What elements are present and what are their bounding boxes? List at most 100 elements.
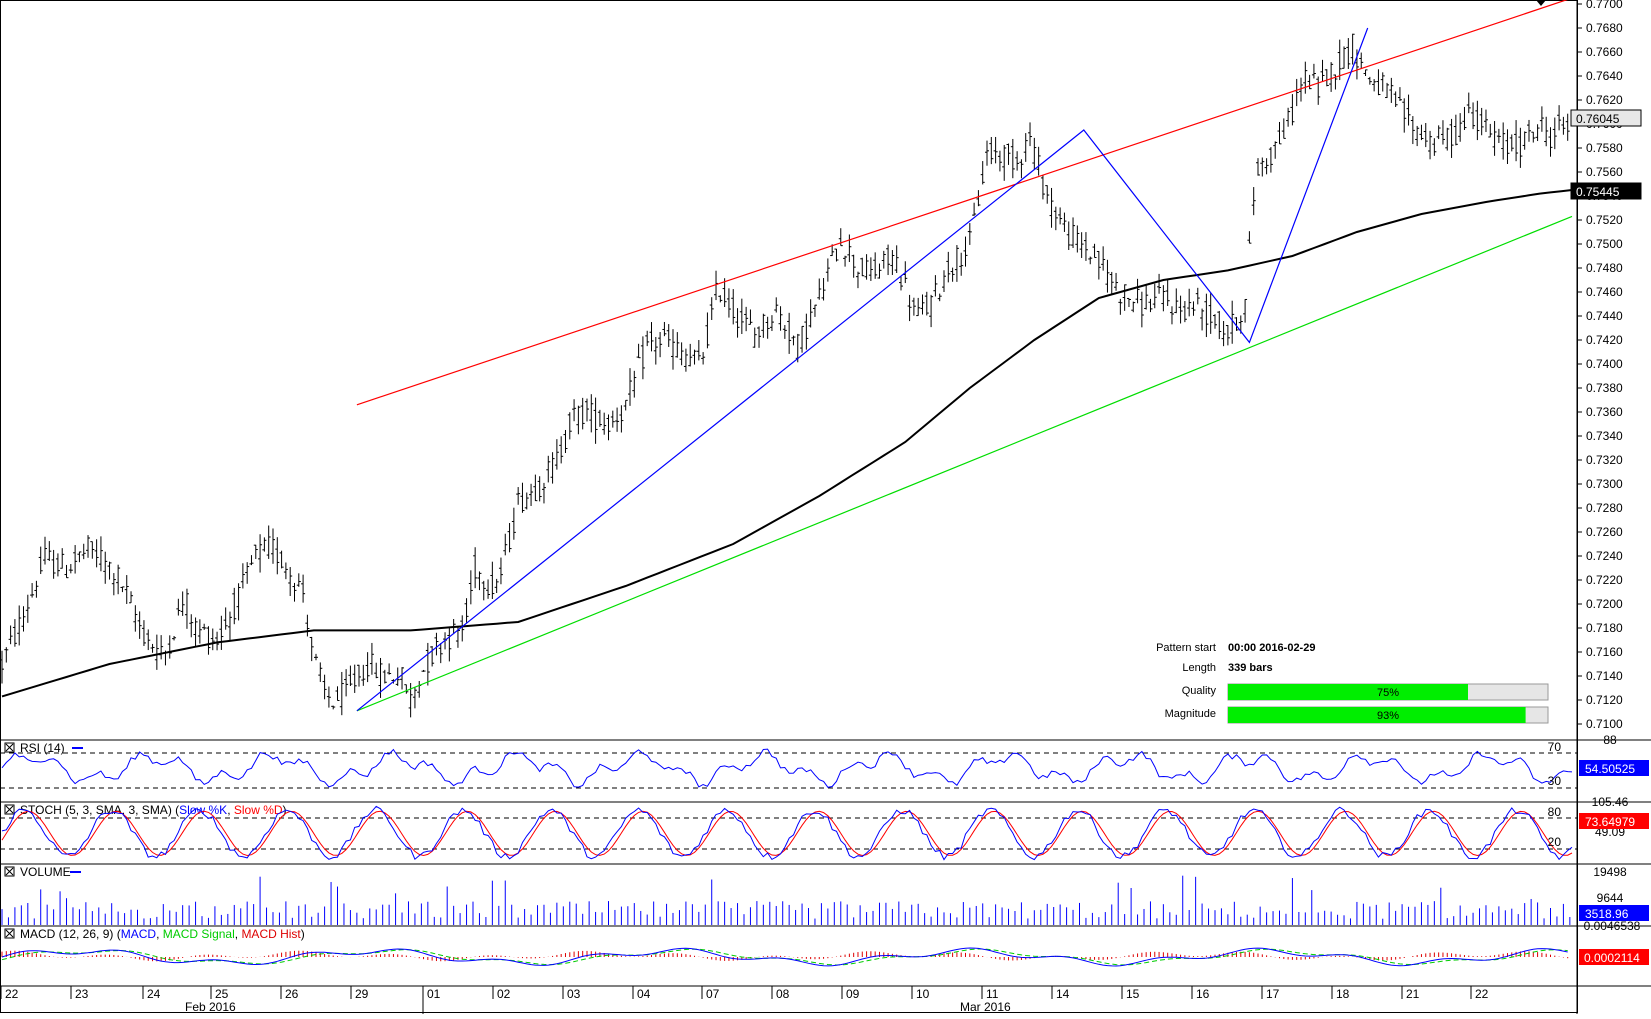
stoch-k-line bbox=[1, 805, 1573, 861]
ohlc-bar bbox=[129, 591, 134, 604]
price-tick-label: 0.7360 bbox=[1586, 405, 1623, 419]
sma-value-text: 0.75445 bbox=[1576, 185, 1620, 199]
price-tick-label: 0.7180 bbox=[1586, 621, 1623, 635]
ohlc-bar bbox=[1367, 76, 1372, 85]
price-tick-label: 0.7380 bbox=[1586, 381, 1623, 395]
ohlc-bar bbox=[1346, 38, 1351, 69]
ohlc-bar bbox=[94, 539, 99, 568]
ohlc-bar bbox=[1535, 124, 1540, 142]
ohlc-bar bbox=[821, 278, 826, 301]
ohlc-bar bbox=[210, 628, 215, 651]
ohlc-bar bbox=[942, 270, 946, 293]
ohlc-bar bbox=[1109, 271, 1114, 295]
ohlc-bar bbox=[1135, 278, 1140, 304]
pattern-legs-line bbox=[356, 27, 1369, 712]
volume-value-badge bbox=[1579, 905, 1649, 921]
scroll-marker-icon[interactable] bbox=[1536, 0, 1546, 6]
ohlc-bar bbox=[817, 278, 822, 300]
stoch-title-line: STOCH (5, 3, SMA, 3, SMA) (Slow %K, Slow… bbox=[20, 803, 287, 817]
price-tick-label: 0.7220 bbox=[1586, 573, 1623, 587]
ohlc-bar bbox=[1019, 159, 1024, 179]
ohlc-bar bbox=[696, 340, 701, 361]
ohlc-bar bbox=[967, 223, 972, 245]
ohlc-bar bbox=[701, 352, 706, 365]
day-label: 22 bbox=[1475, 987, 1489, 1001]
price-tick-label: 0.7400 bbox=[1586, 357, 1623, 371]
ohlc-bar bbox=[1122, 284, 1127, 311]
ohlc-bar bbox=[1088, 256, 1093, 265]
ohlc-bar bbox=[249, 555, 254, 566]
ohlc-bar bbox=[1243, 298, 1248, 323]
ohlc-bar bbox=[77, 551, 82, 563]
price-tick-label: 0.7480 bbox=[1586, 261, 1623, 275]
ohlc-bar bbox=[1071, 217, 1076, 248]
day-label: 17 bbox=[1266, 987, 1280, 1001]
ohlc-bar bbox=[1522, 131, 1527, 150]
ohlc-bar bbox=[1514, 120, 1519, 162]
ohlc-bar bbox=[1225, 325, 1230, 346]
rsi-value-badge bbox=[1579, 760, 1649, 776]
stoch-level-80-label: 80 bbox=[1548, 805, 1562, 819]
ohlc-bar bbox=[1036, 146, 1041, 176]
ohlc-bar bbox=[860, 257, 865, 277]
ohlc-bar bbox=[314, 653, 318, 661]
ohlc-bar bbox=[851, 254, 856, 278]
sma-line bbox=[1, 189, 1573, 698]
ohlc-bar bbox=[735, 308, 740, 338]
ohlc-bar bbox=[825, 258, 830, 282]
ohlc-bar bbox=[1062, 212, 1067, 232]
ohlc-bar bbox=[597, 409, 602, 427]
ohlc-bar bbox=[266, 525, 271, 559]
ohlc-bar bbox=[1462, 106, 1467, 131]
ohlc-bar bbox=[1260, 157, 1265, 177]
ohlc-bar bbox=[90, 541, 95, 559]
ohlc-bar bbox=[1277, 121, 1282, 145]
ohlc-bar bbox=[520, 482, 525, 513]
ohlc-bar bbox=[64, 564, 69, 579]
ohlc-bar bbox=[911, 297, 916, 316]
ohlc-bar bbox=[141, 620, 146, 646]
volume-tick-high: 19498 bbox=[1593, 865, 1627, 879]
macd-title-line: MACD (12, 26, 9) (MACD, MACD Signal, MAC… bbox=[20, 927, 305, 941]
ohlc-bar bbox=[705, 312, 710, 349]
ohlc-bar bbox=[550, 452, 555, 484]
ohlc-bar bbox=[348, 665, 353, 687]
ohlc-bar bbox=[107, 561, 112, 580]
ohlc-bar bbox=[486, 579, 491, 599]
ohlc-bar bbox=[529, 483, 534, 506]
ohlc-bar bbox=[692, 349, 697, 365]
macd-name-hist: MACD Hist bbox=[241, 927, 301, 941]
ohlc-bar bbox=[1079, 232, 1084, 258]
ohlc-bar bbox=[1445, 127, 1450, 151]
ohlc-bar bbox=[1432, 138, 1437, 156]
ohlc-bar bbox=[1049, 187, 1054, 228]
ohlc-bar bbox=[1428, 130, 1433, 160]
ohlc-bar bbox=[1466, 92, 1471, 114]
ohlc-bar bbox=[1174, 288, 1179, 314]
magnitude-fill bbox=[1228, 707, 1526, 723]
ohlc-bar bbox=[989, 136, 994, 165]
ohlc-bar bbox=[1561, 116, 1566, 135]
ohlc-bar bbox=[434, 632, 439, 656]
ohlc-bar bbox=[864, 254, 869, 280]
ohlc-bar bbox=[567, 412, 572, 440]
day-label: 02 bbox=[497, 987, 511, 1001]
ohlc-bar bbox=[51, 549, 56, 579]
ohlc-bar bbox=[808, 299, 813, 328]
ohlc-bar bbox=[404, 684, 409, 694]
ohlc-bar bbox=[1393, 91, 1398, 108]
ohlc-bar bbox=[920, 294, 925, 315]
ohlc-bar bbox=[769, 315, 774, 332]
month-label-feb: Feb 2016 bbox=[185, 1000, 236, 1014]
ohlc-bar bbox=[47, 541, 52, 561]
ohlc-bar bbox=[683, 348, 688, 372]
ohlc-bar bbox=[1410, 116, 1415, 145]
ohlc-bar bbox=[632, 370, 637, 398]
ohlc-bar bbox=[193, 617, 198, 647]
ohlc-bar bbox=[236, 583, 241, 621]
ohlc-bar bbox=[361, 664, 366, 686]
ohlc-bar bbox=[1006, 143, 1011, 165]
ohlc-bar bbox=[369, 642, 374, 675]
ohlc-bar bbox=[481, 580, 486, 601]
